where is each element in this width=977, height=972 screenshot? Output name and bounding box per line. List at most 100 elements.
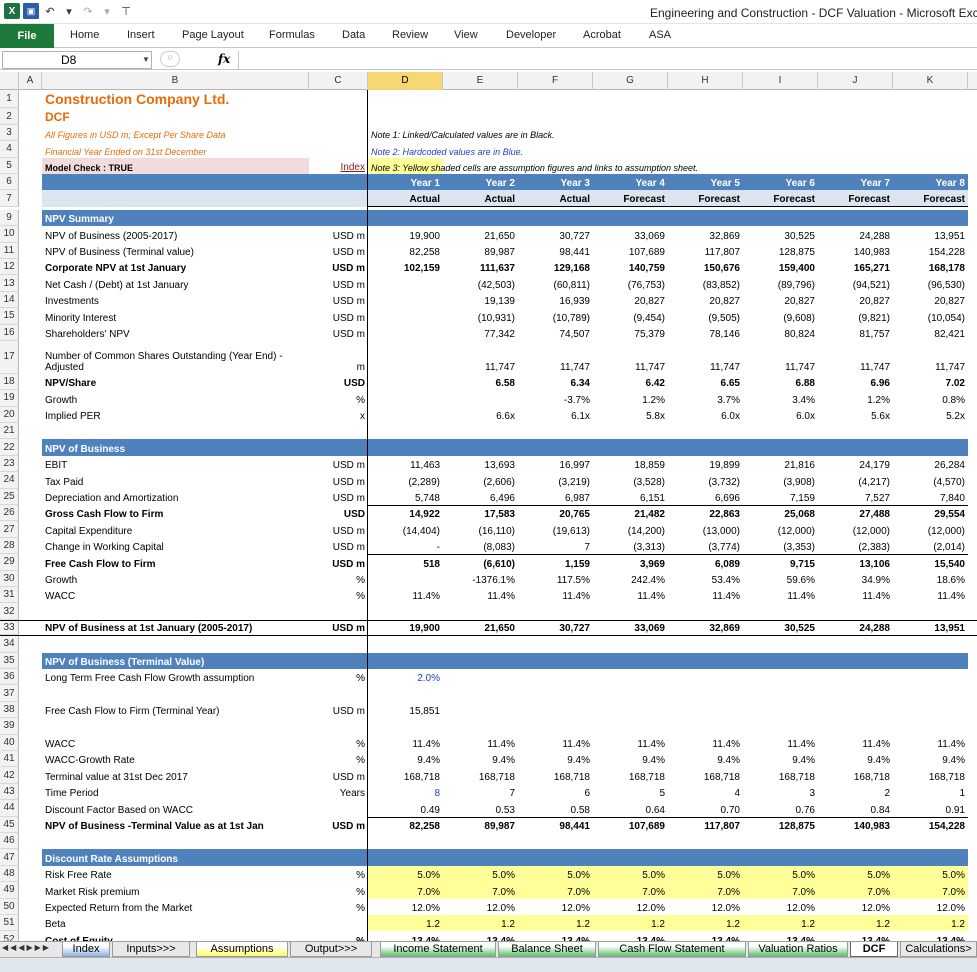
row-label[interactable]: NPV Summary — [42, 209, 309, 227]
row-header[interactable]: 50 — [0, 898, 19, 915]
unit-cell[interactable]: USD m — [332, 328, 365, 340]
value-cell[interactable]: (3,732) — [708, 476, 740, 488]
value-cell[interactable]: 21,650 — [484, 230, 515, 242]
value-cell[interactable]: 4 — [734, 788, 740, 800]
unit-cell[interactable]: % — [356, 673, 365, 685]
value-cell[interactable]: 0.76 — [795, 804, 815, 816]
tab-asa[interactable]: ASA — [649, 29, 672, 41]
insert-function-icon[interactable]: fx — [218, 52, 231, 66]
row-header[interactable]: 15 — [0, 308, 19, 325]
row-header[interactable]: 7 — [0, 190, 19, 207]
value-cell[interactable]: 1.2% — [642, 394, 665, 406]
value-cell[interactable]: 11,747 — [560, 361, 590, 373]
sheet-tab-output[interactable]: Output>>> — [290, 942, 372, 957]
row-label[interactable]: Growth — [45, 574, 78, 586]
row-label[interactable]: NPV of Business -Terminal Value as at 1s… — [45, 820, 264, 832]
sheet-tab-index[interactable]: Index — [62, 942, 110, 957]
row-header[interactable]: 26 — [0, 505, 19, 522]
value-cell[interactable]: 20,827 — [934, 296, 965, 308]
value-cell[interactable] — [443, 669, 518, 685]
value-cell[interactable]: 9.4% — [792, 755, 815, 767]
value-cell[interactable]: 2 — [884, 788, 890, 800]
value-cell[interactable] — [893, 702, 968, 718]
row-header[interactable]: 20 — [0, 406, 19, 423]
value-cell[interactable]: 128,875 — [778, 246, 815, 258]
value-cell[interactable]: 6.88 — [795, 378, 815, 390]
value-cell[interactable]: (8,083) — [483, 542, 515, 554]
value-cell[interactable]: 11.4% — [412, 738, 440, 750]
row-label[interactable]: WACC-Growth Rate — [45, 755, 135, 767]
value-cell[interactable]: (4,217) — [858, 476, 890, 488]
value-cell[interactable]: 16,939 — [559, 296, 590, 308]
value-cell[interactable] — [368, 325, 443, 341]
value-cell[interactable]: 5.0% — [668, 865, 743, 883]
unit-cell[interactable]: % — [309, 931, 368, 941]
value-cell[interactable]: 0.70 — [720, 804, 740, 816]
year-header[interactable]: Year 5 — [668, 174, 743, 191]
value-cell[interactable]: 0.64 — [645, 804, 665, 816]
note-1[interactable]: Note 1: Linked/Calculated values are in … — [371, 130, 555, 141]
value-cell[interactable]: 1.2 — [518, 915, 593, 932]
value-cell[interactable]: 27,488 — [818, 505, 893, 521]
value-cell[interactable] — [818, 702, 893, 718]
value-cell[interactable]: (13,000) — [702, 525, 740, 537]
value-cell[interactable]: 1.2 — [668, 915, 743, 932]
value-cell[interactable]: (10,789) — [552, 312, 590, 324]
value-cell[interactable]: 102,159 — [403, 263, 440, 275]
value-cell[interactable]: 11.4% — [637, 738, 665, 750]
value-cell[interactable]: 21,650 — [484, 623, 515, 635]
row-header[interactable]: 31 — [0, 587, 19, 604]
value-cell[interactable]: 168,718 — [928, 771, 965, 783]
value-cell[interactable]: (16,110) — [478, 525, 515, 537]
row-label[interactable] — [42, 833, 309, 849]
unit-cell[interactable]: USD m — [332, 312, 365, 324]
value-cell[interactable] — [593, 702, 668, 718]
value-cell[interactable]: 32,869 — [709, 230, 740, 242]
value-cell[interactable]: 11,747 — [485, 361, 515, 373]
value-cell[interactable]: (2,383) — [858, 542, 890, 554]
unit-cell[interactable]: % — [356, 902, 365, 914]
value-cell[interactable] — [818, 669, 893, 685]
value-cell[interactable]: 140,983 — [853, 246, 890, 258]
value-cell[interactable]: 5.0% — [818, 865, 893, 883]
year-header[interactable]: Year 7 — [818, 174, 893, 191]
name-box-dropdown-icon[interactable]: ▼ — [142, 55, 150, 64]
value-cell[interactable]: 111,637 — [479, 263, 515, 275]
row-header[interactable]: 36 — [0, 669, 19, 686]
value-cell[interactable]: (14,404) — [402, 525, 440, 537]
value-cell[interactable]: 25,068 — [743, 505, 818, 521]
value-cell[interactable]: (2,606) — [483, 476, 515, 488]
value-cell[interactable]: 13.4% — [668, 931, 743, 941]
value-cell[interactable] — [443, 702, 518, 718]
row-label[interactable]: Number of Common Shares Outstanding (Yea… — [42, 341, 309, 374]
value-cell[interactable]: 168,718 — [478, 771, 515, 783]
row-header[interactable]: 48 — [0, 865, 19, 883]
row-header[interactable]: 2 — [0, 108, 19, 125]
period-type[interactable]: Forecast — [818, 190, 893, 207]
value-cell[interactable]: (10,931) — [477, 312, 515, 324]
row-label[interactable]: Investments — [45, 296, 99, 308]
value-cell[interactable]: 140,759 — [628, 263, 665, 275]
value-cell[interactable]: (3,908) — [783, 476, 815, 488]
sheet-title[interactable]: DCF — [45, 109, 70, 124]
excel-logo-icon[interactable]: X — [4, 3, 20, 19]
row-header[interactable]: 10 — [0, 226, 19, 243]
value-cell[interactable]: 3.4% — [792, 394, 815, 406]
row-header[interactable]: 1 — [0, 90, 19, 109]
value-cell[interactable]: 13.4% — [818, 931, 893, 941]
value-cell[interactable]: (2,289) — [408, 476, 440, 488]
unit-cell[interactable]: USD m — [332, 246, 365, 258]
row-label[interactable]: Depreciation and Amortization — [45, 492, 179, 504]
unit-cell[interactable]: USD m — [332, 820, 365, 832]
value-cell[interactable]: 3.7% — [717, 394, 740, 406]
value-cell[interactable] — [368, 341, 443, 374]
value-cell[interactable]: 107,689 — [628, 246, 665, 258]
value-cell[interactable]: 7.02 — [945, 378, 965, 390]
note-3[interactable]: Note 3: Yellow shaded cells are assumpti… — [368, 157, 868, 174]
value-cell[interactable]: 6.34 — [570, 378, 590, 390]
value-cell[interactable]: (3,528) — [633, 476, 665, 488]
value-cell[interactable]: 117.5% — [556, 574, 590, 586]
value-cell[interactable]: 13,951 — [934, 623, 965, 635]
row-header[interactable]: 9 — [0, 209, 19, 227]
unit-cell[interactable]: USD m — [332, 279, 365, 291]
